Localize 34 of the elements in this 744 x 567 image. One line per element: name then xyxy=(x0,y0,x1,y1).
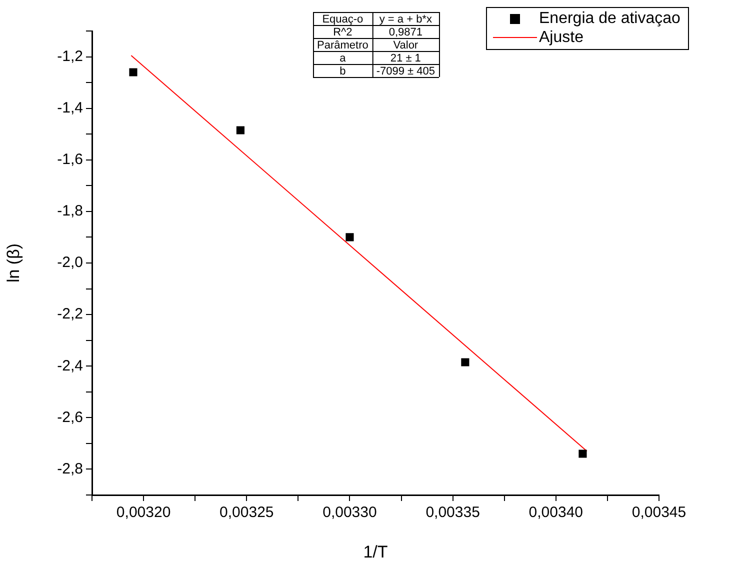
x-tick-label: 0,00335 xyxy=(426,504,480,522)
y-tick-label: -2,8 xyxy=(57,460,83,478)
x-tick-label: 0,00345 xyxy=(632,504,686,522)
legend-label: Ajuste xyxy=(539,28,584,46)
y-tick-label: -2,4 xyxy=(57,357,83,374)
text: Equaç-o xyxy=(322,14,364,26)
x-tick-label: 0,00325 xyxy=(220,504,274,522)
x-axis-title: 1/T xyxy=(363,542,388,562)
point xyxy=(346,233,354,242)
y-tick-label: -1,8 xyxy=(57,202,83,220)
annotation: R^2 xyxy=(333,26,352,39)
annotation: Parâmetro xyxy=(316,40,368,52)
point xyxy=(578,450,587,458)
legend-label: Energia de ativaçao xyxy=(539,10,680,28)
annotation: -7099 ± 405 xyxy=(376,66,435,78)
x-tick-label: 0,00320 xyxy=(116,504,171,522)
annotation: Valor xyxy=(393,40,418,52)
y-tick-label: -1,6 xyxy=(57,151,83,168)
y-tick-label: -1,2 xyxy=(57,48,83,65)
y-tick-label: -2,0 xyxy=(57,254,83,272)
text: y = a + b*x xyxy=(379,14,432,26)
y-axis-title: ln (β) xyxy=(4,243,23,283)
annotation: b xyxy=(340,66,346,78)
x-tick-label: 0,00340 xyxy=(528,504,584,522)
y-tick-label: -2,2 xyxy=(57,306,83,323)
point xyxy=(461,358,470,366)
annotation: 0,9871 xyxy=(388,26,422,39)
x-tick-label: 0,00330 xyxy=(322,504,377,522)
point xyxy=(129,68,138,76)
annotation: 21 ± 1 xyxy=(390,52,421,65)
y-tick-label: -2,6 xyxy=(57,408,83,426)
point xyxy=(236,126,244,134)
annotation: a xyxy=(340,52,347,65)
y-tick-label: -1,4 xyxy=(57,99,83,116)
